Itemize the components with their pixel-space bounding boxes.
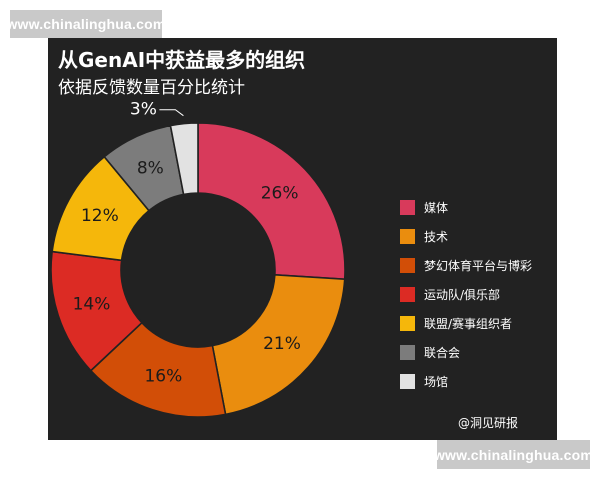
donut-value-label-5: 8% (137, 159, 164, 179)
donut-chart: 26% 21% 16% 14% 12% 8% 3% (50, 100, 346, 418)
watermark-bottom-text: www.chinalinghua.com (433, 446, 594, 463)
legend-label: 场馆 (424, 375, 449, 389)
donut-value-label-3: 14% (73, 295, 111, 315)
legend-item: 媒体 (400, 193, 550, 222)
chart-panel: 从GenAI中获益最多的组织 依据反馈数量百分比统计 26% 21% 16% 14% 1… (48, 38, 557, 440)
donut-value-label-4: 12% (81, 206, 119, 226)
legend-swatch (400, 258, 415, 273)
legend-label: 联合会 (424, 346, 461, 360)
watermark-top: www.chinalinghua.com (6, 10, 165, 38)
legend-item: 联合会 (400, 338, 550, 367)
legend-swatch (400, 229, 415, 244)
legend-label: 媒体 (424, 201, 449, 215)
donut-leader-line-6 (159, 109, 184, 117)
legend-swatch (400, 316, 415, 331)
legend-item: 运动队/俱乐部 (400, 280, 550, 309)
donut-value-label-6: 3% (130, 100, 157, 120)
donut-value-label-1: 21% (263, 334, 301, 354)
chart-legend: 媒体技术梦幻体育平台与博彩 运动队/俱乐部 联盟/赛事组织者 联合会场馆 (400, 193, 550, 396)
chart-subtitle: 依据反馈数量百分比统计 (58, 78, 245, 98)
legend-swatch (400, 345, 415, 360)
legend-label: 运动队/俱乐部 (424, 288, 501, 302)
legend-item: 联盟/赛事组织者 (400, 309, 550, 338)
donut-slice-6 (169, 122, 199, 196)
source-credit-text: @洞见研报 (458, 416, 519, 430)
legend-label: 联盟/赛事组织者 (424, 317, 513, 331)
donut-value-label-0: 26% (261, 183, 299, 203)
legend-item: 技术 (400, 222, 550, 251)
legend-swatch (400, 200, 415, 215)
legend-label: 技术 (424, 230, 449, 244)
legend-item: 场馆 (400, 367, 550, 396)
watermark-top-text: www.chinalinghua.com (6, 16, 166, 32)
watermark-bottom: www.chinalinghua.com (433, 440, 594, 469)
legend-swatch (400, 374, 415, 389)
source-credit: @洞见研报 (458, 414, 518, 431)
legend-item: 梦幻体育平台与博彩 (400, 251, 550, 280)
chart-title: 从GenAI中获益最多的组织 (58, 48, 306, 72)
donut-value-label-2: 16% (144, 367, 182, 387)
legend-label: 梦幻体育平台与博彩 (424, 259, 533, 273)
legend-swatch (400, 287, 415, 302)
donut-slice-0 (197, 122, 346, 281)
donut-slice-1 (211, 273, 346, 416)
